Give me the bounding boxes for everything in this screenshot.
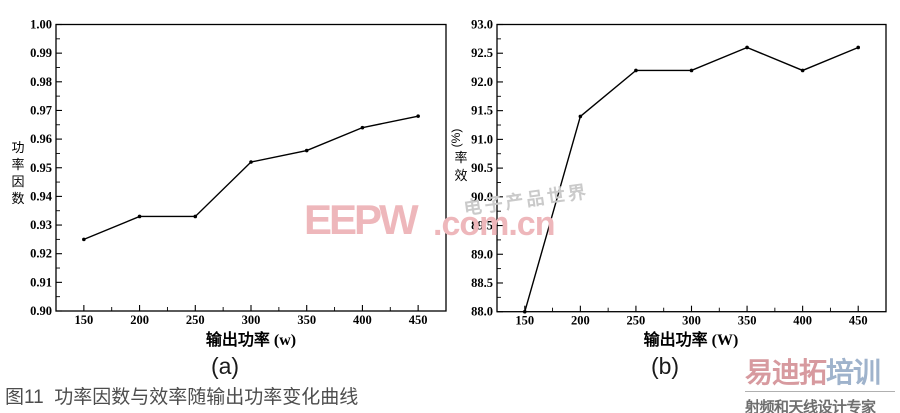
svg-text:200: 200 xyxy=(571,314,590,328)
svg-text:92.0: 92.0 xyxy=(471,75,493,89)
svg-text:输出功率 (w): 输出功率 (w) xyxy=(206,330,296,349)
svg-text:0.97: 0.97 xyxy=(30,103,52,117)
svg-text:91.5: 91.5 xyxy=(471,104,493,118)
svg-text:89.0: 89.0 xyxy=(471,247,493,261)
svg-text:350: 350 xyxy=(738,314,757,328)
svg-text:93.0: 93.0 xyxy=(471,18,493,32)
svg-text:88.0: 88.0 xyxy=(471,305,493,319)
svg-text:150: 150 xyxy=(74,313,93,327)
svg-text:150: 150 xyxy=(515,314,534,328)
svg-text:250: 250 xyxy=(627,314,646,328)
svg-text:率: 率 xyxy=(454,150,467,165)
svg-text:300: 300 xyxy=(242,313,261,327)
svg-text:数: 数 xyxy=(11,191,24,206)
svg-text:0.90: 0.90 xyxy=(30,304,52,318)
svg-text:250: 250 xyxy=(186,313,205,327)
svg-text:91.0: 91.0 xyxy=(471,132,493,146)
svg-text:300: 300 xyxy=(682,314,701,328)
svg-text:0.91: 0.91 xyxy=(30,275,52,289)
svg-text:效: 效 xyxy=(454,168,467,183)
svg-text:率: 率 xyxy=(11,157,24,172)
svg-text:输出功率 (W): 输出功率 (W) xyxy=(644,330,739,349)
svg-text:功: 功 xyxy=(11,140,24,155)
svg-text:350: 350 xyxy=(297,313,316,327)
svg-text:0.96: 0.96 xyxy=(30,132,52,146)
svg-text:0.98: 0.98 xyxy=(30,75,52,89)
svg-text:1.00: 1.00 xyxy=(30,18,52,32)
svg-text:400: 400 xyxy=(353,313,372,327)
svg-text:90.5: 90.5 xyxy=(471,161,493,175)
svg-text:88.5: 88.5 xyxy=(471,276,493,290)
svg-text:0.92: 0.92 xyxy=(30,247,52,261)
svg-text:92.5: 92.5 xyxy=(471,46,493,60)
svg-text:因: 因 xyxy=(11,174,24,189)
svg-text:0.94: 0.94 xyxy=(30,189,53,203)
svg-text:450: 450 xyxy=(849,314,868,328)
svg-text:0.93: 0.93 xyxy=(30,218,52,232)
svg-text:(%): (%) xyxy=(450,129,463,148)
svg-text:0.95: 0.95 xyxy=(30,161,52,175)
svg-text:200: 200 xyxy=(130,313,149,327)
svg-text:400: 400 xyxy=(793,314,812,328)
svg-text:450: 450 xyxy=(409,313,428,327)
svg-text:0.99: 0.99 xyxy=(30,46,52,60)
